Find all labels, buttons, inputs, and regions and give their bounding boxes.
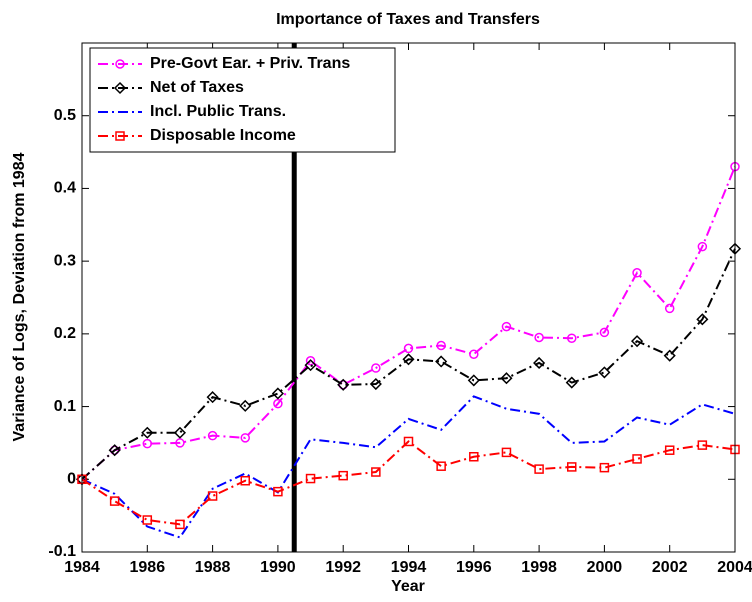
y-tick-label: 0 <box>67 471 76 488</box>
marker <box>109 496 120 506</box>
marker <box>435 355 448 368</box>
marker <box>305 356 316 366</box>
marker <box>599 327 610 338</box>
x-tick-label: 1990 <box>260 559 296 576</box>
marker <box>632 454 642 464</box>
x-tick-label: 1992 <box>325 559 361 576</box>
y-tick-label: 0.4 <box>54 180 76 197</box>
y-axis-label: Variance of Logs, Deviation from 1984 <box>11 152 28 441</box>
marker <box>338 470 348 481</box>
marker <box>173 426 187 439</box>
y-tick-label: 0.5 <box>54 107 76 124</box>
marker <box>533 356 546 370</box>
x-tick-label: 1984 <box>64 559 100 576</box>
marker <box>207 430 218 441</box>
x-tick-label: 2000 <box>587 559 623 576</box>
marker <box>500 372 513 385</box>
marker <box>664 303 675 314</box>
marker <box>273 398 283 409</box>
marker <box>402 353 415 366</box>
legend-label: Disposable Income <box>150 127 296 144</box>
legend: Pre-Govt Ear. + Priv. Trans Net of Taxes I… <box>89 47 396 153</box>
marker <box>632 268 642 278</box>
marker <box>115 59 125 69</box>
marker <box>175 519 185 530</box>
marker <box>273 486 283 497</box>
marker <box>599 462 610 473</box>
marker <box>696 313 709 326</box>
marker <box>207 491 218 501</box>
marker <box>304 359 317 372</box>
marker <box>565 376 578 389</box>
chart-title: Importance of Taxes and Transfers <box>276 11 540 28</box>
marker <box>113 81 127 95</box>
legend-label: Pre-Govt Ear. + Priv. Trans <box>150 55 350 72</box>
marker <box>534 464 544 474</box>
marker <box>697 440 708 450</box>
marker <box>142 515 153 525</box>
marker <box>271 387 284 400</box>
series-line <box>81 166 736 481</box>
marker <box>501 321 512 332</box>
marker <box>467 374 480 387</box>
marker <box>501 447 512 458</box>
marker <box>142 438 153 449</box>
marker <box>534 332 544 343</box>
marker <box>240 433 250 443</box>
y-tick-label: 0.1 <box>54 398 76 415</box>
x-tick-label: 2004 <box>717 559 752 576</box>
marker <box>598 366 611 379</box>
x-tick-label: 1994 <box>391 559 427 576</box>
marker <box>239 399 252 412</box>
marker <box>436 340 446 351</box>
legend-label: Net of Taxes <box>150 79 244 96</box>
marker <box>403 343 414 354</box>
legend-label: Incl. Public Trans. <box>150 103 286 120</box>
x-axis-label: Year <box>391 578 425 595</box>
marker <box>108 444 121 457</box>
marker <box>664 445 675 455</box>
marker <box>469 451 479 462</box>
x-tick-label: 1998 <box>521 559 557 576</box>
marker <box>240 475 250 486</box>
marker <box>697 241 708 252</box>
series-line <box>81 248 736 481</box>
x-tick-label: 1988 <box>195 559 231 576</box>
y-tick-label: 0.3 <box>54 252 76 269</box>
marker <box>630 335 644 348</box>
marker <box>305 473 316 484</box>
x-tick-label: 1996 <box>456 559 492 576</box>
marker <box>175 438 185 448</box>
legend-box <box>89 47 396 153</box>
marker <box>141 426 154 439</box>
marker <box>206 391 219 404</box>
x-tick-label: 2002 <box>652 559 688 576</box>
series-line <box>81 440 736 526</box>
y-tick-label: -0.1 <box>48 543 76 560</box>
marker <box>663 349 676 362</box>
marker <box>469 349 479 359</box>
x-tick-label: 1986 <box>130 559 166 576</box>
plot-frame <box>81 42 736 553</box>
marker <box>115 131 125 141</box>
marker <box>567 333 577 343</box>
marker <box>403 436 414 447</box>
y-tick-label: 0.2 <box>54 325 76 342</box>
series-line <box>81 395 736 539</box>
marker <box>371 363 381 373</box>
marker <box>369 377 382 391</box>
marker <box>371 467 381 477</box>
marker <box>337 378 350 391</box>
marker <box>567 462 577 472</box>
marker <box>436 461 446 471</box>
